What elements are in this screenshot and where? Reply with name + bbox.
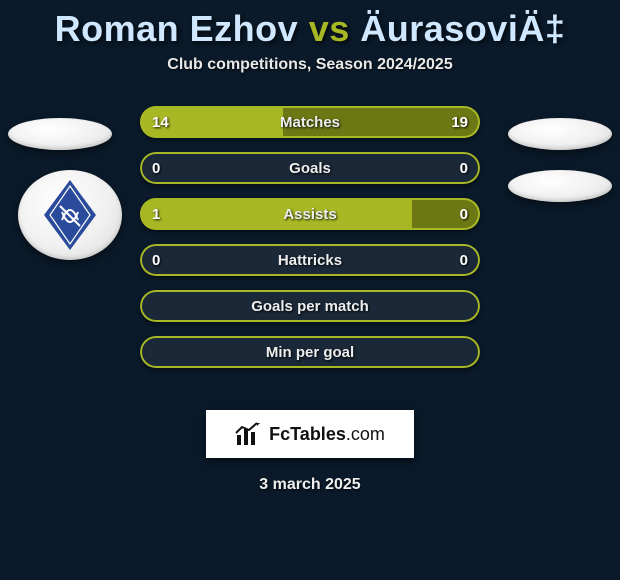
- subtitle: Club competitions, Season 2024/2025: [0, 56, 620, 74]
- brand-suffix: .com: [346, 424, 385, 444]
- stat-label: Min per goal: [140, 336, 480, 368]
- player2-badge-slot-1: [508, 118, 612, 150]
- brand-main: FcTables: [269, 424, 346, 444]
- stat-label: Goals: [140, 152, 480, 184]
- chart-icon: [235, 421, 261, 447]
- page-title: Roman Ezhov vs ÄurasoviÄ‡: [0, 8, 620, 50]
- stat-value-right: 19: [439, 106, 480, 138]
- stat-value-left: 0: [140, 244, 172, 276]
- stat-value-right: 0: [448, 244, 480, 276]
- stat-row: Matches14 19: [140, 106, 480, 138]
- comparison-body: Matches1419Goals00Assists10Hattricks00Go…: [0, 106, 620, 386]
- stat-value-right: 0: [448, 198, 480, 230]
- comparison-card: Roman Ezhov vs ÄurasoviÄ‡ Club competiti…: [0, 0, 620, 580]
- brand-text: FcTables.com: [269, 424, 385, 445]
- stat-label: Goals per match: [140, 290, 480, 322]
- stat-label: Matches: [140, 106, 480, 138]
- stat-row: Goals per match: [140, 290, 480, 322]
- vs-text: vs: [309, 8, 350, 49]
- stat-label: Hattricks: [140, 244, 480, 276]
- player1-name: Roman Ezhov: [55, 8, 299, 49]
- player1-badge-slot-1: [8, 118, 112, 150]
- stat-value-left: 1: [140, 198, 172, 230]
- stat-label: Assists: [140, 198, 480, 230]
- player2-name: ÄurasoviÄ‡: [360, 8, 565, 49]
- stat-row: Hattricks0 0: [140, 244, 480, 276]
- stat-row: Min per goal: [140, 336, 480, 368]
- stat-value-left: 0: [140, 152, 172, 184]
- stat-value-right: 0: [448, 152, 480, 184]
- stat-row: Goals0 0: [140, 152, 480, 184]
- player1-club-badge: [18, 170, 122, 260]
- brand-logo[interactable]: FcTables.com: [206, 410, 414, 458]
- stat-bars: Matches1419Goals00Assists10Hattricks00Go…: [140, 106, 480, 382]
- club-crest-icon: [40, 176, 100, 254]
- stat-row: Assists1 0: [140, 198, 480, 230]
- footer-date: 3 march 2025: [0, 476, 620, 494]
- player2-badge-slot-2: [508, 170, 612, 202]
- stat-value-left: 14: [140, 106, 181, 138]
